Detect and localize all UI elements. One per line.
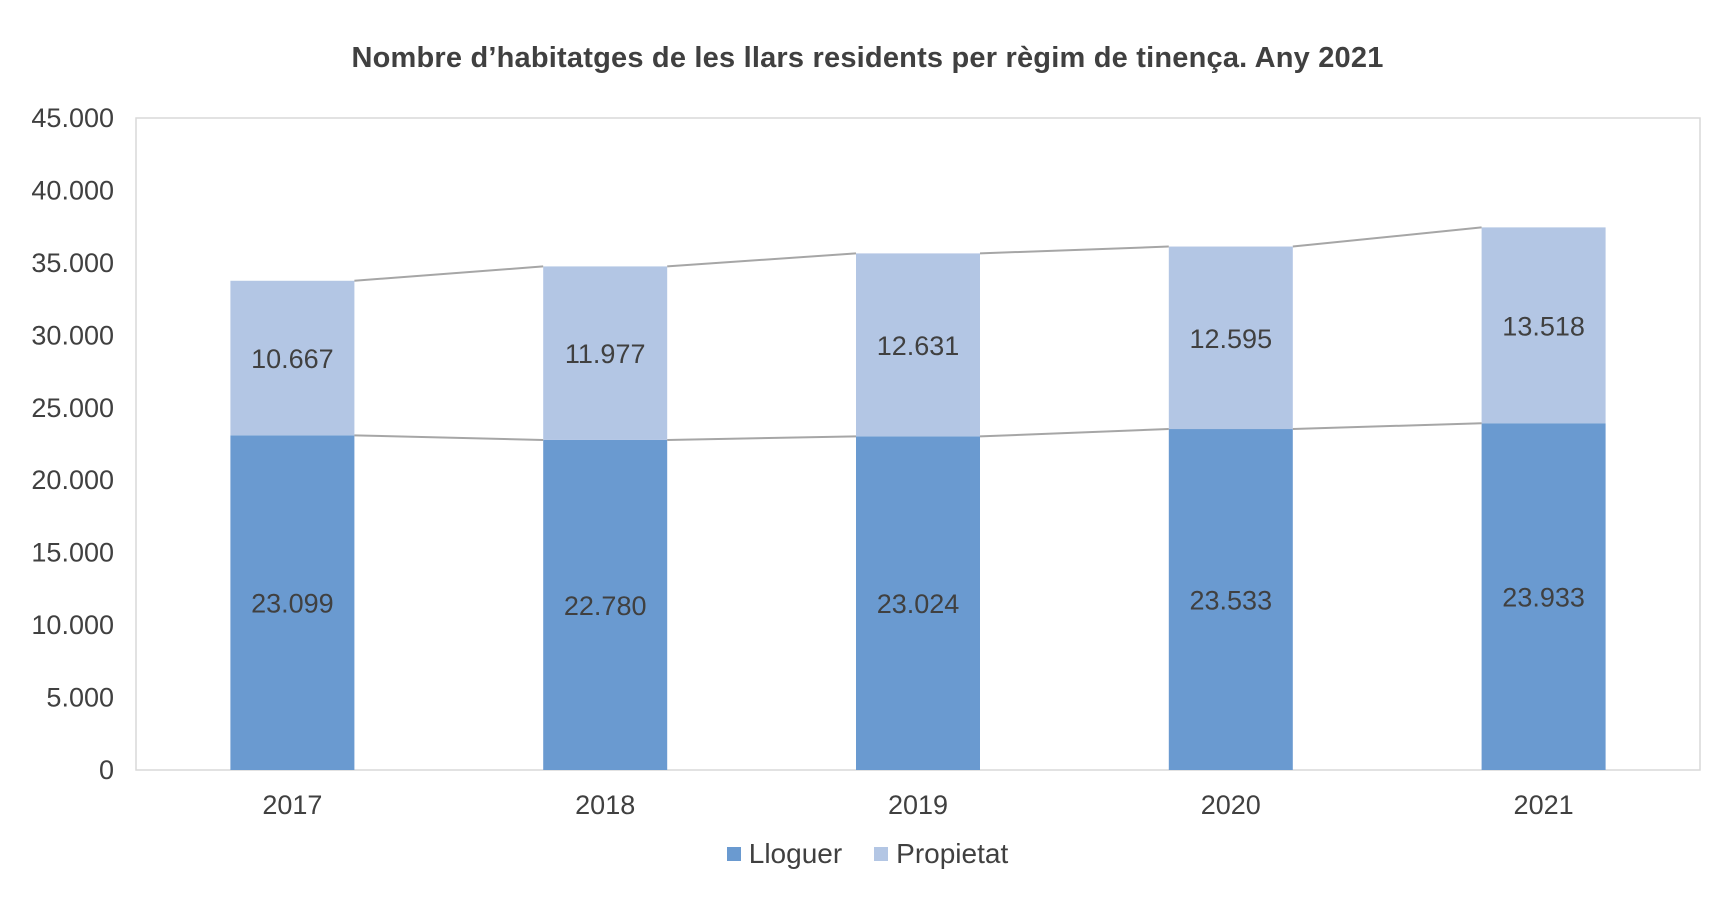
chart-legend: Lloguer Propietat [0,838,1735,870]
legend-label-propietat: Propietat [896,838,1009,869]
bar-propietat-2018 [543,266,668,440]
bar-propietat-2019 [856,253,980,437]
legend-swatch-lloguer [726,847,741,861]
x-tick-label: 2018 [575,790,635,820]
x-tick-label: 2019 [888,790,948,820]
data-label-propietat-2021: 13.518 [1502,311,1585,341]
series-line-lloguer [1292,422,1482,431]
y-tick-label: 5.000 [46,683,114,713]
y-tick-label: 10.000 [31,610,114,640]
bar-lloguer-2021 [1481,423,1606,770]
y-tick-label: 30.000 [31,320,114,350]
y-tick-label: 20.000 [31,465,114,495]
data-label-propietat-2017: 10.667 [251,344,334,374]
x-tick-label: 2017 [262,790,322,820]
data-label-propietat-2020: 12.595 [1190,324,1273,354]
bar-propietat-2021 [1481,227,1606,424]
y-tick-label: 0 [99,755,114,785]
bar-propietat-2020 [1168,246,1293,430]
legend-item-lloguer: Lloguer [726,838,843,870]
bar-lloguer-2017 [230,435,355,770]
series-line-propietat [1292,226,1482,248]
y-tick-label: 35.000 [31,248,114,278]
x-tick-label: 2020 [1201,790,1261,820]
data-label-propietat-2018: 11.977 [565,339,646,369]
y-tick-label: 40.000 [31,175,114,205]
data-label-lloguer-2021: 23.933 [1502,583,1585,613]
legend-item-propietat: Propietat [874,838,1008,870]
data-label-lloguer-2017: 23.099 [251,589,334,619]
data-label-lloguer-2020: 23.533 [1190,586,1273,616]
series-line-lloguer [979,428,1169,438]
series-line-lloguer [354,434,544,441]
legend-swatch-propietat [874,847,889,861]
bar-lloguer-2018 [543,439,668,770]
chart-title: Nombre d’habitatges de les llars residen… [351,42,1384,74]
y-tick-label: 45.000 [31,103,114,133]
y-tick-label: 15.000 [31,538,114,568]
series-line-propietat [354,265,544,282]
x-tick-label: 2021 [1514,790,1574,820]
data-label-lloguer-2018: 22.780 [564,591,647,621]
series-line-propietat [667,252,857,268]
bar-propietat-2017 [230,280,355,436]
series-line-propietat [979,245,1169,255]
bar-lloguer-2020 [1168,429,1293,770]
y-tick-label: 25.000 [31,393,114,423]
data-label-propietat-2019: 12.631 [877,331,960,361]
series-line-lloguer [667,435,857,441]
legend-label-lloguer: Lloguer [748,838,843,869]
data-label-lloguer-2019: 23.024 [877,589,960,619]
bar-lloguer-2019 [856,436,980,770]
